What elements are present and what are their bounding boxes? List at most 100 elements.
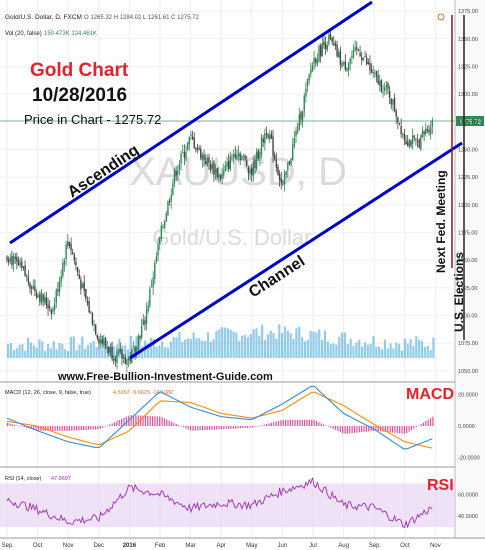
macd-histogram-bar — [216, 426, 218, 430]
volume-bar — [243, 335, 247, 358]
candle-body — [428, 130, 430, 133]
candle-body — [44, 296, 46, 303]
macd-histogram-bar — [403, 426, 406, 434]
macd-histogram-bar — [7, 422, 9, 427]
candle-body — [42, 294, 44, 301]
candle-body — [144, 320, 146, 325]
candle-body — [226, 162, 228, 167]
macd-histogram-bar — [391, 426, 394, 433]
candle-body — [287, 163, 289, 171]
volume-bar — [141, 346, 144, 358]
volume-bar — [241, 335, 244, 358]
macd-histogram-bar — [189, 426, 192, 431]
grid-layer — [0, 0, 455, 538]
volume-bar — [366, 344, 369, 358]
candle-body — [267, 134, 269, 138]
candle-body — [338, 52, 340, 58]
current-price-label: 1275.72 — [459, 120, 481, 126]
time-axis-label: Nov — [430, 543, 441, 549]
candle-body — [213, 162, 215, 175]
candle-body — [341, 62, 343, 67]
candle-body — [282, 181, 284, 183]
volume-bar — [363, 342, 367, 358]
rsi-tick-label: 40.0000 — [458, 514, 478, 520]
candle-body — [329, 34, 332, 40]
macd-histogram-bar — [147, 415, 149, 427]
candle-body — [198, 147, 200, 150]
volume-bar — [169, 341, 172, 358]
volume-bar — [189, 339, 192, 358]
volume-bar — [195, 338, 198, 358]
macd-histogram-bar — [56, 426, 59, 431]
macd-histogram-bar — [351, 426, 353, 434]
volume-bar — [352, 346, 355, 358]
macd-histogram-bar — [294, 419, 296, 427]
macd-histogram-bar — [256, 426, 258, 427]
macd-histogram-bar — [161, 417, 163, 427]
candle-body — [413, 135, 415, 138]
time-axis-label: 2016 — [123, 543, 137, 549]
volume-bar — [149, 337, 152, 358]
candle-body — [109, 346, 112, 355]
volume-bar — [166, 347, 170, 358]
volume-bar — [269, 330, 272, 358]
macd-histogram-bar — [71, 426, 73, 431]
macd-histogram-bar — [208, 426, 211, 430]
candle-body — [39, 294, 41, 302]
macd-histogram-bar — [258, 425, 261, 427]
macd-histogram-bar — [263, 424, 265, 427]
time-axis-label: May — [246, 543, 257, 549]
volume-bar — [15, 348, 18, 358]
macd-histogram-bar — [11, 424, 13, 427]
candle-body — [372, 72, 374, 74]
macd-histogram-bar — [144, 415, 147, 427]
macd-histogram-bar — [142, 415, 144, 427]
volume-bar — [21, 343, 24, 358]
alert-icon[interactable] — [437, 13, 445, 21]
candle-body — [333, 43, 335, 45]
macd-histogram-bar — [292, 419, 294, 427]
candle-body — [48, 306, 51, 309]
volume-bar — [132, 346, 135, 358]
macd-histogram-bar — [102, 426, 104, 428]
candle-body — [183, 151, 186, 158]
candle-body — [81, 283, 84, 288]
candle-body — [108, 346, 110, 353]
candle-body — [388, 91, 391, 98]
candle-body — [237, 152, 240, 156]
price-tick-label: 1125.00 — [458, 286, 477, 292]
candle-body — [407, 142, 409, 146]
candle-body — [421, 130, 424, 137]
candle-body — [24, 265, 26, 276]
candle-body — [6, 256, 8, 261]
candle-body — [145, 309, 148, 324]
candle-body — [293, 138, 296, 146]
macd-histogram-bar — [413, 426, 415, 429]
candle-body — [134, 347, 136, 352]
macd-histogram-bar — [377, 426, 379, 432]
macd-histogram-bar — [118, 420, 120, 427]
volume-bar — [209, 341, 212, 358]
macd-histogram-bar — [18, 425, 21, 427]
candle-body — [334, 43, 337, 46]
volume-bar — [409, 339, 412, 358]
candle-body — [126, 358, 128, 365]
candle-body — [232, 155, 235, 157]
candle-body — [170, 194, 172, 202]
candle-body — [301, 111, 304, 122]
volume-bar — [343, 332, 347, 358]
candle-body — [311, 65, 314, 72]
volume-bar — [69, 336, 73, 358]
price-tick-label: 1225.00 — [458, 175, 478, 181]
macd-histogram-bar — [187, 426, 189, 430]
macd-histogram-bar — [339, 426, 341, 433]
macd-histogram-bar — [211, 426, 213, 430]
macd-histogram-bar — [280, 420, 282, 427]
macd-histogram-bar — [244, 426, 246, 429]
volume-bar — [186, 338, 190, 358]
candle-body — [395, 110, 397, 117]
volume-bar — [181, 341, 184, 358]
macd-histogram-bar — [261, 425, 263, 427]
candle-body — [324, 43, 327, 50]
candle-body — [316, 59, 319, 65]
